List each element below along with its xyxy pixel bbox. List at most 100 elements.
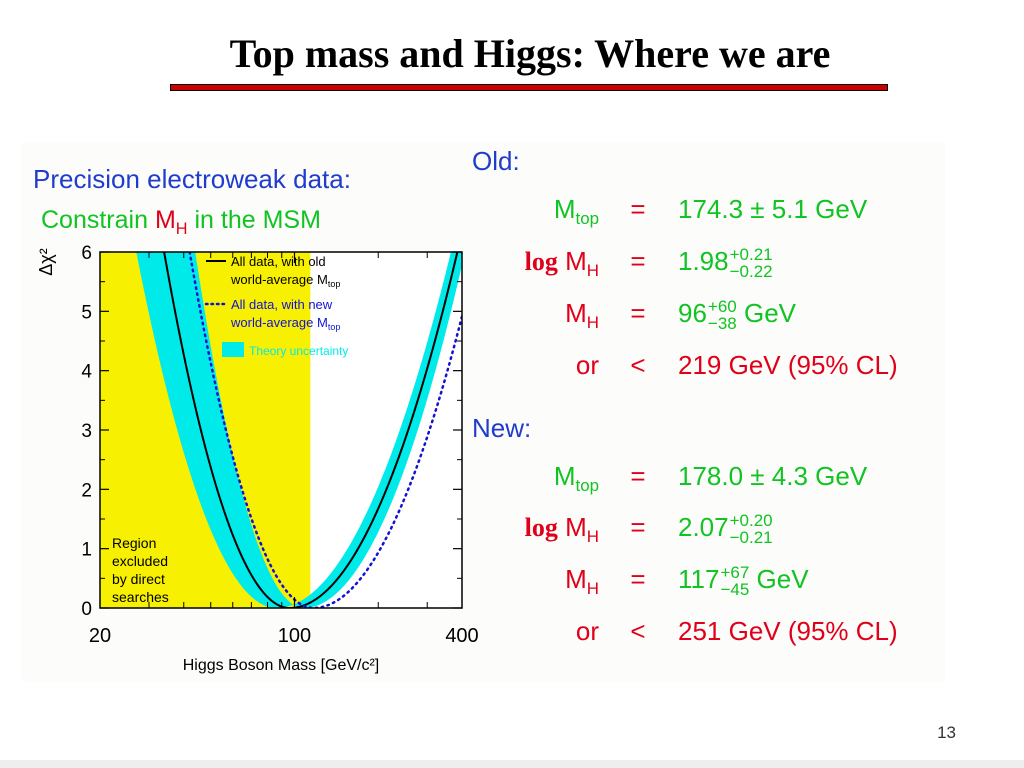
old-mh-errors: +60 −38 — [708, 298, 737, 332]
y-tick-label: 3 — [81, 421, 92, 442]
new-mh-value: 117 — [678, 564, 720, 594]
old-mtop-lhs: Mtop — [554, 194, 599, 229]
y-tick-label: 4 — [81, 362, 92, 383]
new-mh-row: MH = 117 +67 −45 GeV — [0, 564, 1024, 604]
new-label: New: — [472, 413, 532, 443]
new-mtop-row: Mtop = 178.0 ± 4.3 GeV — [0, 461, 1024, 501]
old-mh-unit: GeV — [736, 298, 797, 328]
new-logmh-value-group: 2.07 +0.20 −0.21 — [678, 512, 773, 546]
new-logmh-lhs: log MH — [525, 512, 599, 547]
x-tick-label: 400 — [445, 625, 478, 647]
old-logmh-sub: H — [586, 261, 599, 281]
theory-uncertainty-band — [136, 252, 462, 608]
y-tick-label: 0 — [81, 599, 92, 620]
legend-old-sub: top — [328, 279, 341, 289]
old-logmh-value-group: 1.98 +0.21 −0.22 — [678, 246, 773, 280]
old-logmh-log: log — [524, 247, 558, 276]
new-logmh-sub: H — [586, 527, 599, 547]
new-mh-sub: H — [586, 579, 599, 599]
new-mh-err-down: −45 — [720, 580, 750, 600]
old-limit-row: or < 219 GeV (95% CL) — [0, 350, 1024, 390]
excluded-region-label: by direct — [112, 571, 165, 587]
old-mh-err-up: +60 — [707, 297, 737, 317]
new-mtop-m: M — [553, 461, 576, 491]
new-logmh-log: log — [524, 513, 558, 542]
title-underline — [170, 84, 888, 91]
old-mtop-row: Mtop = 174.3 ± 5.1 GeV — [0, 194, 1024, 234]
new-limit-row: or < 251 GeV (95% CL) — [0, 616, 1024, 656]
new-mh-m: M — [565, 564, 587, 594]
old-limit-lhs: or — [575, 350, 599, 380]
old-mh-sub: H — [586, 313, 599, 333]
old-mh-m: M — [565, 298, 587, 328]
new-limit-rel: < — [630, 616, 646, 646]
new-logmh-value: 2.07 — [678, 512, 729, 542]
new-limit-value: 251 GeV (95% CL) — [678, 616, 898, 646]
old-logmh-errors: +0.21 −0.22 — [730, 246, 773, 280]
heading-constrain: Constrain MH in the MSM — [41, 206, 321, 239]
old-logmh-m: M — [557, 246, 587, 276]
legend-old-line2: world-average Mtop — [230, 272, 340, 289]
footer-bar — [0, 760, 1024, 768]
heading-mh: MH — [155, 206, 188, 238]
legend-new-sub: top — [328, 322, 341, 332]
old-mh-value: 96 — [678, 298, 707, 328]
old-mh-value-group: 96 +60 −38 GeV — [678, 298, 796, 332]
old-mtop-rel: = — [630, 194, 646, 224]
new-mh-rel: = — [630, 564, 646, 594]
new-mh-err-up: +67 — [720, 563, 750, 583]
new-mtop-sub: top — [575, 476, 599, 496]
old-mtop-value: 174.3 ± 5.1 GeV — [678, 194, 868, 224]
legend-new-line1: All data, with new — [231, 297, 333, 312]
old-mh-err-down: −38 — [707, 314, 737, 334]
old-label: Old: — [472, 146, 520, 176]
excluded-region-label: excluded — [112, 553, 168, 569]
slide-title: Top mass and Higgs: Where we are — [229, 31, 831, 76]
old-mtop-sub: top — [575, 209, 599, 229]
heading-precision-data: Precision electroweak data: — [33, 164, 351, 194]
y-axis-label: Δχ² — [36, 248, 56, 275]
page-number: 13 — [937, 723, 956, 742]
old-mh-rel: = — [630, 298, 646, 328]
old-limit-rel: < — [630, 350, 646, 380]
heading-mh-sub: H — [175, 220, 188, 238]
y-tick-label: 6 — [81, 243, 92, 264]
old-logmh-rel: = — [630, 246, 646, 276]
x-tick-label: 20 — [89, 625, 111, 647]
old-mh-row: MH = 96 +60 −38 GeV — [0, 298, 1024, 338]
excluded-region-label: searches — [112, 589, 169, 605]
legend-new-line2: world-average Mtop — [230, 315, 340, 332]
new-mtop-lhs: Mtop — [554, 461, 599, 496]
excluded-region-label: Region — [112, 535, 156, 551]
new-logmh-m: M — [557, 512, 587, 542]
new-mtop-value: 178.0 ± 4.3 GeV — [678, 461, 868, 491]
new-logmh-errors: +0.20 −0.21 — [730, 512, 773, 546]
old-logmh-lhs: log MH — [525, 246, 599, 281]
new-mh-value-group: 117 +67 −45 GeV — [678, 564, 809, 598]
legend-band-label: Theory uncertainty — [249, 344, 348, 358]
y-tick-label: 1 — [81, 540, 92, 561]
new-mh-unit: GeV — [749, 564, 809, 594]
x-axis-label: Higgs Boson Mass [GeV/c²] — [183, 657, 380, 674]
old-logmh-row: log MH = 1.98 +0.21 −0.22 — [0, 246, 1024, 286]
old-limit-value: 219 GeV (95% CL) — [678, 350, 898, 380]
heading-constrain-post: in the MSM — [187, 206, 321, 234]
new-logmh-err-up: +0.20 — [729, 511, 773, 531]
curves-group — [136, 252, 462, 608]
new-mtop-curve — [188, 252, 462, 608]
y-tick-label: 2 — [81, 480, 92, 501]
new-limit-lhs: or — [575, 616, 599, 646]
new-logmh-row: log MH = 2.07 +0.20 −0.21 — [0, 512, 1024, 552]
new-logmh-err-down: −0.21 — [729, 528, 773, 548]
new-mh-errors: +67 −45 — [720, 564, 749, 598]
x-tick-label: 100 — [278, 625, 311, 647]
old-logmh-err-down: −0.22 — [729, 262, 773, 282]
old-logmh-err-up: +0.21 — [729, 245, 773, 265]
y-tick-label: 5 — [81, 302, 92, 323]
heading-constrain-pre: Constrain — [41, 206, 155, 234]
legend-old-line1: All data, with old — [231, 254, 326, 269]
old-logmh-value: 1.98 — [678, 246, 729, 276]
new-logmh-rel: = — [630, 512, 646, 542]
new-mh-lhs: MH — [565, 564, 599, 599]
